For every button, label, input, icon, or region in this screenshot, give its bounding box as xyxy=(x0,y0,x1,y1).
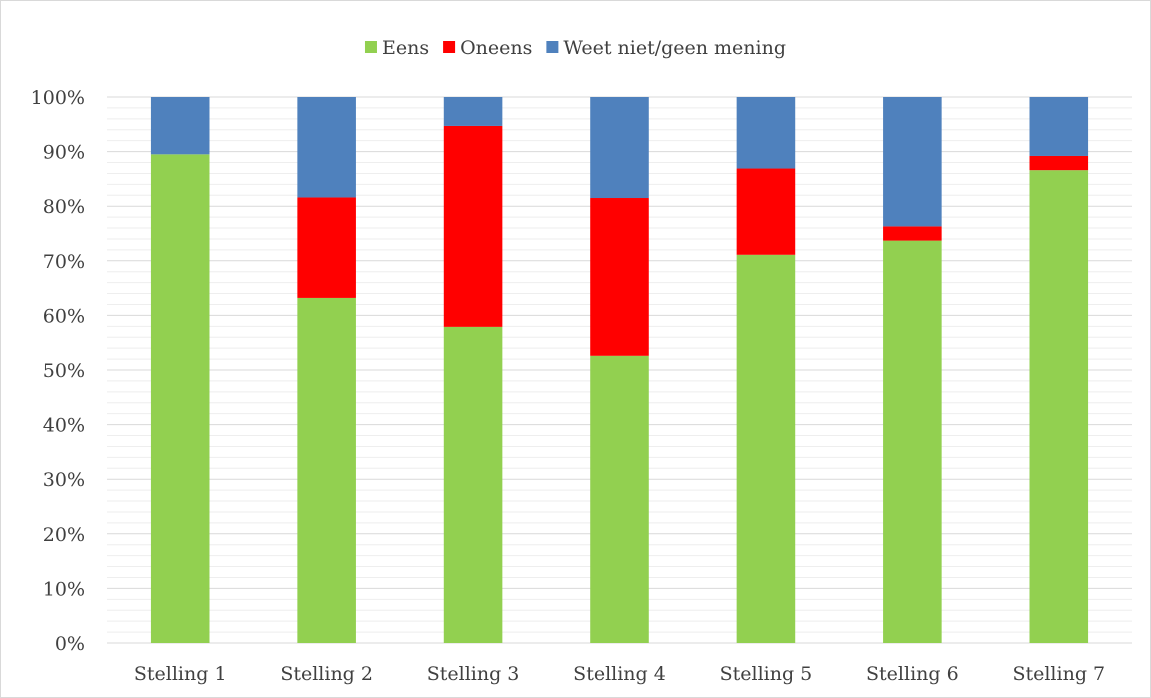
bar-segment xyxy=(150,154,210,643)
bar-segment xyxy=(297,297,356,643)
bar-segment xyxy=(1029,97,1089,156)
y-tick-label: 100% xyxy=(31,87,85,109)
bar-segment xyxy=(883,97,942,227)
x-tick-label: Stelling 6 xyxy=(866,663,959,685)
x-axis-ticks: Stelling 1 Stelling 2 Stelling 3 Stelling 4… xyxy=(134,663,1105,685)
legend-swatch xyxy=(443,41,456,53)
y-tick-label: 80% xyxy=(43,196,85,218)
x-tick-label: Stelling 2 xyxy=(280,663,373,685)
y-tick-label: 40% xyxy=(43,415,85,437)
x-tick-label: Stelling 4 xyxy=(573,663,666,685)
bar-segment xyxy=(150,97,210,155)
y-axis-ticks: 0% 10% 20% 30% 40% 50% 60% 70% 80% 90% 100% xyxy=(31,87,85,655)
bar-segment xyxy=(297,97,356,198)
bar-segment xyxy=(736,97,796,169)
y-tick-label: 60% xyxy=(43,305,85,327)
y-tick-label: 10% xyxy=(43,578,85,600)
bar-segment xyxy=(1029,155,1089,171)
x-tick-label: Stelling 5 xyxy=(720,663,813,685)
bar-segment xyxy=(736,168,796,255)
y-tick-label: 0% xyxy=(55,633,85,655)
legend-swatch xyxy=(546,41,559,53)
bar-segment xyxy=(443,97,503,126)
y-tick-label: 50% xyxy=(43,360,85,382)
legend-label: Weet niet/geen mening xyxy=(563,37,786,59)
y-tick-label: 20% xyxy=(43,524,85,546)
bar-segment xyxy=(443,326,503,643)
x-tick-label: Stelling 7 xyxy=(1012,663,1105,685)
legend-swatch xyxy=(364,41,377,53)
bar-segment xyxy=(590,355,649,643)
legend-label: Oneens xyxy=(460,37,532,59)
legend: Eens Oneens Weet niet/geen mening xyxy=(364,37,786,59)
bar-segment xyxy=(590,97,649,199)
bar-segment xyxy=(883,240,942,643)
bar-segment xyxy=(1029,170,1089,643)
y-tick-label: 30% xyxy=(43,469,85,491)
bar-segment xyxy=(736,254,796,643)
legend-label: Eens xyxy=(382,37,429,59)
bar-segment xyxy=(443,125,503,327)
bars xyxy=(150,97,1089,643)
bar-segment xyxy=(590,198,649,356)
x-tick-label: Stelling 3 xyxy=(427,663,520,685)
x-tick-label: Stelling 1 xyxy=(134,663,227,685)
y-tick-label: 90% xyxy=(43,142,85,164)
y-tick-label: 70% xyxy=(43,251,85,273)
bar-segment xyxy=(297,197,356,298)
bar-segment xyxy=(883,226,942,241)
